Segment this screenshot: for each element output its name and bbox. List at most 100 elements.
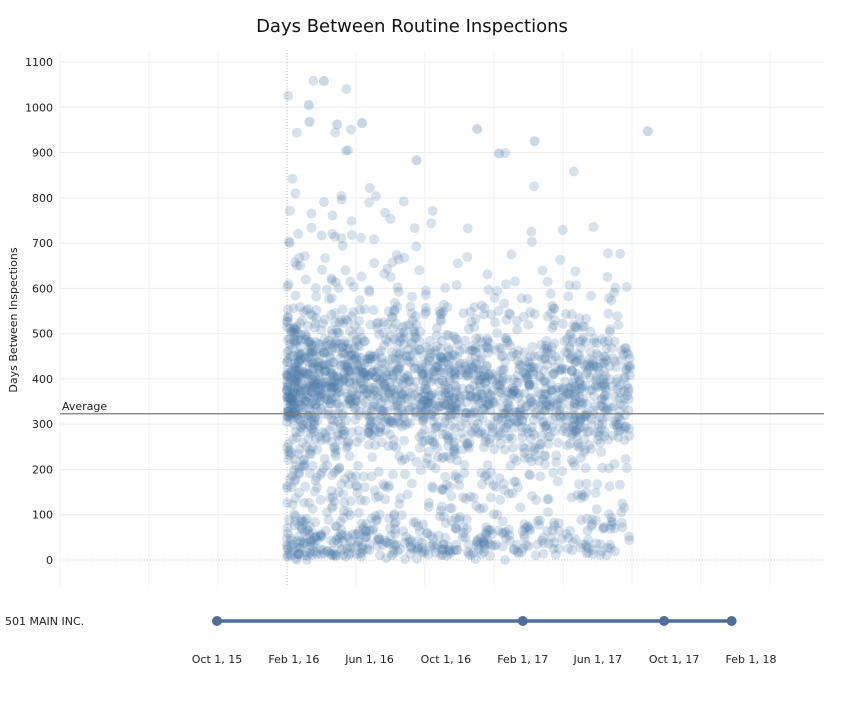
data-point — [354, 326, 365, 337]
data-point — [597, 462, 608, 473]
data-point — [450, 402, 461, 413]
x-tick-label: Feb 1, 16 — [268, 653, 319, 666]
data-point — [339, 348, 350, 359]
timeline-event-marker[interactable] — [517, 616, 528, 626]
data-point — [373, 348, 384, 359]
data-point — [601, 550, 612, 561]
data-point — [329, 443, 340, 454]
data-point — [568, 336, 579, 347]
data-point — [547, 387, 558, 398]
data-point — [304, 392, 315, 403]
data-point — [563, 532, 574, 543]
y-tick-label: 800 — [32, 192, 53, 205]
data-point — [566, 455, 577, 465]
data-point — [304, 448, 315, 459]
data-point — [308, 382, 319, 393]
data-point — [286, 404, 297, 415]
data-point — [325, 398, 336, 409]
data-point — [580, 444, 591, 455]
data-point — [434, 397, 445, 408]
data-point — [319, 377, 330, 388]
data-point — [295, 341, 306, 352]
data-point — [399, 252, 410, 263]
data-point — [470, 554, 481, 564]
data-point — [343, 356, 354, 367]
data-point — [517, 426, 528, 437]
data-point — [307, 358, 318, 369]
data-point — [504, 417, 515, 428]
data-point — [392, 364, 402, 375]
data-point — [317, 427, 328, 438]
data-point — [406, 338, 417, 349]
data-point — [530, 408, 541, 418]
data-point — [522, 374, 533, 385]
data-point — [453, 361, 464, 372]
timeline-event-marker[interactable] — [212, 616, 222, 626]
timeline-event-marker[interactable] — [659, 616, 670, 626]
data-point — [425, 541, 436, 552]
data-point — [345, 496, 356, 507]
data-point — [472, 363, 483, 373]
data-point — [423, 446, 434, 457]
data-point — [459, 468, 470, 479]
data-point — [451, 382, 462, 392]
data-point — [309, 415, 320, 426]
data-point — [429, 423, 440, 434]
data-point — [421, 528, 432, 539]
data-point — [495, 438, 506, 449]
data-point — [444, 413, 455, 423]
data-point — [372, 393, 383, 404]
data-point — [331, 343, 341, 354]
data-point — [447, 403, 458, 414]
data-point — [317, 342, 328, 353]
data-point — [520, 401, 531, 412]
data-point — [500, 279, 511, 290]
data-point — [370, 511, 381, 522]
data-point — [359, 482, 370, 493]
data-point — [408, 544, 419, 555]
data-point — [453, 412, 464, 423]
data-point — [571, 385, 582, 396]
data-point — [409, 347, 419, 358]
data-point — [610, 356, 620, 367]
data-point — [336, 360, 347, 371]
data-point — [444, 392, 455, 403]
data-point — [373, 466, 384, 477]
data-point — [312, 406, 323, 417]
data-point — [393, 353, 404, 364]
data-point — [436, 505, 446, 516]
timeline-row-label: 501 MAIN INC. — [5, 615, 84, 628]
data-point — [394, 328, 405, 338]
data-point — [454, 369, 465, 380]
data-point — [300, 368, 311, 379]
data-point — [523, 469, 534, 480]
timeline-event-marker[interactable] — [726, 616, 737, 626]
data-point — [540, 383, 551, 394]
data-point — [432, 341, 443, 351]
data-point — [532, 515, 543, 526]
data-point — [501, 533, 511, 544]
data-point — [554, 365, 565, 376]
data-point — [366, 430, 377, 441]
data-point — [392, 302, 403, 312]
data-point — [294, 542, 305, 553]
data-point — [531, 495, 542, 505]
data-point — [479, 303, 490, 314]
data-point — [378, 404, 389, 415]
data-point — [282, 417, 292, 428]
data-point — [351, 471, 361, 482]
data-point — [345, 276, 356, 287]
data-point — [501, 414, 512, 425]
data-point — [316, 549, 327, 560]
data-point — [309, 322, 320, 333]
data-point — [348, 386, 359, 397]
data-point — [582, 426, 592, 437]
data-point — [379, 535, 390, 546]
data-point — [525, 397, 536, 408]
data-point — [358, 379, 369, 390]
data-point — [306, 222, 317, 233]
data-point — [438, 356, 449, 367]
data-point — [431, 323, 442, 334]
data-point — [440, 518, 451, 529]
